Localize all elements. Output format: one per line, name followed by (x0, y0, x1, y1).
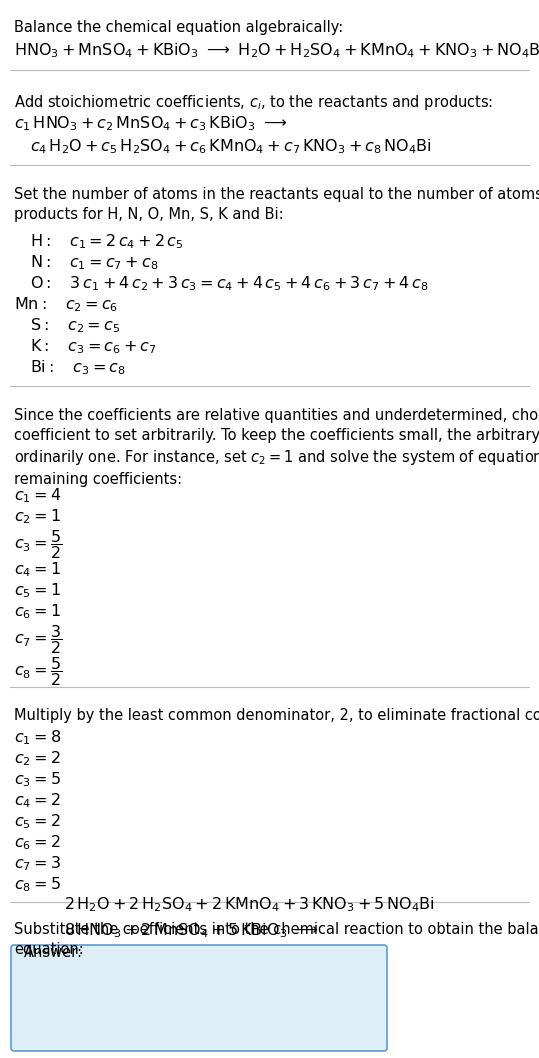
Text: Answer:: Answer: (24, 945, 83, 960)
Text: $c_8 = \dfrac{5}{2}$: $c_8 = \dfrac{5}{2}$ (14, 655, 62, 688)
Text: Add stoichiometric coefficients, $c_i$, to the reactants and products:: Add stoichiometric coefficients, $c_i$, … (14, 93, 493, 112)
Text: Since the coefficients are relative quantities and underdetermined, choose a
coe: Since the coefficients are relative quan… (14, 408, 539, 487)
Text: $c_7 = \dfrac{3}{2}$: $c_7 = \dfrac{3}{2}$ (14, 623, 62, 656)
Text: $8\,\mathrm{HNO_3} + 2\,\mathrm{MnSO_4} + 5\,\mathrm{KBiO_3} \ \longrightarrow$: $8\,\mathrm{HNO_3} + 2\,\mathrm{MnSO_4} … (64, 922, 319, 940)
Text: $c_6 = 1$: $c_6 = 1$ (14, 602, 61, 621)
Text: $c_6 = 2$: $c_6 = 2$ (14, 833, 60, 852)
Text: $c_8 = 5$: $c_8 = 5$ (14, 875, 61, 894)
Text: $c_7 = 3$: $c_7 = 3$ (14, 854, 61, 873)
Text: $c_2 = 2$: $c_2 = 2$ (14, 749, 60, 768)
Text: $c_3 = 5$: $c_3 = 5$ (14, 770, 61, 788)
Text: $\mathrm{HNO_3 + MnSO_4 + KBiO_3 \ \longrightarrow \ H_2O + H_2SO_4 + KMnO_4 + K: $\mathrm{HNO_3 + MnSO_4 + KBiO_3 \ \long… (14, 41, 539, 59)
Text: $c_1\,\mathrm{HNO_3} + c_2\,\mathrm{MnSO_4} + c_3\,\mathrm{KBiO_3} \ \longrighta: $c_1\,\mathrm{HNO_3} + c_2\,\mathrm{MnSO… (14, 114, 288, 132)
Text: Substitute the coefficients into the chemical reaction to obtain the balanced
eq: Substitute the coefficients into the che… (14, 922, 539, 956)
Text: $\mathrm{H:} \quad c_1 = 2\,c_4 + 2\,c_5$: $\mathrm{H:} \quad c_1 = 2\,c_4 + 2\,c_5… (30, 232, 184, 251)
Text: $\mathrm{N:} \quad c_1 = c_7 + c_8$: $\mathrm{N:} \quad c_1 = c_7 + c_8$ (30, 253, 158, 272)
Text: $c_5 = 1$: $c_5 = 1$ (14, 581, 61, 600)
Text: Multiply by the least common denominator, 2, to eliminate fractional coefficient: Multiply by the least common denominator… (14, 708, 539, 723)
Text: $c_3 = \dfrac{5}{2}$: $c_3 = \dfrac{5}{2}$ (14, 528, 62, 561)
Text: $2\,\mathrm{H_2O} + 2\,\mathrm{H_2SO_4} + 2\,\mathrm{KMnO_4} + 3\,\mathrm{KNO_3}: $2\,\mathrm{H_2O} + 2\,\mathrm{H_2SO_4} … (64, 895, 435, 914)
Text: $\mathrm{K:} \quad c_3 = c_6 + c_7$: $\mathrm{K:} \quad c_3 = c_6 + c_7$ (30, 338, 157, 355)
Text: $\mathrm{Mn:} \quad c_2 = c_6$: $\mathrm{Mn:} \quad c_2 = c_6$ (14, 295, 118, 314)
Text: $c_2 = 1$: $c_2 = 1$ (14, 507, 61, 526)
Text: $c_4 = 1$: $c_4 = 1$ (14, 560, 61, 579)
Text: $c_4 = 2$: $c_4 = 2$ (14, 791, 60, 809)
Text: $\mathrm{O:} \quad 3\,c_1 + 4\,c_2 + 3\,c_3 = c_4 + 4\,c_5 + 4\,c_6 + 3\,c_7 + 4: $\mathrm{O:} \quad 3\,c_1 + 4\,c_2 + 3\,… (30, 274, 429, 293)
Text: $c_1 = 8$: $c_1 = 8$ (14, 728, 61, 747)
Text: $c_5 = 2$: $c_5 = 2$ (14, 811, 60, 831)
FancyBboxPatch shape (11, 945, 387, 1051)
Text: $c_4\,\mathrm{H_2O} + c_5\,\mathrm{H_2SO_4} + c_6\,\mathrm{KMnO_4} + c_7\,\mathr: $c_4\,\mathrm{H_2O} + c_5\,\mathrm{H_2SO… (30, 136, 432, 156)
Text: $c_1 = 4$: $c_1 = 4$ (14, 486, 61, 505)
Text: $\mathrm{S:} \quad c_2 = c_5$: $\mathrm{S:} \quad c_2 = c_5$ (30, 316, 120, 334)
Text: Set the number of atoms in the reactants equal to the number of atoms in the
pro: Set the number of atoms in the reactants… (14, 187, 539, 222)
Text: Balance the chemical equation algebraically:: Balance the chemical equation algebraica… (14, 20, 343, 35)
Text: $\mathrm{Bi:} \quad c_3 = c_8$: $\mathrm{Bi:} \quad c_3 = c_8$ (30, 358, 126, 377)
